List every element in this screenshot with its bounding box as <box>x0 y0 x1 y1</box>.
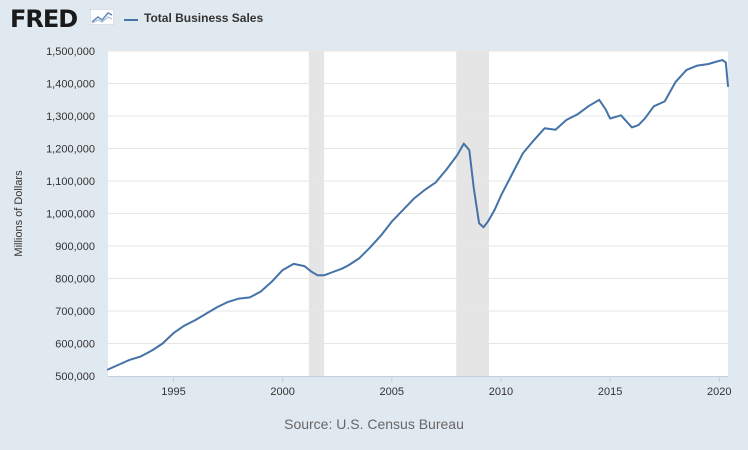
x-tick-label: 2005 <box>380 386 404 398</box>
y-tick-label: 900,000 <box>55 241 95 253</box>
series-line-0 <box>107 59 729 371</box>
y-axis-title: Millions of Dollars <box>13 170 25 257</box>
fred-graph-icon <box>90 9 114 25</box>
y-tick-label: 800,000 <box>55 274 95 286</box>
y-tick-label: 1,300,000 <box>46 111 95 123</box>
y-tick-label: 500,000 <box>55 371 95 383</box>
fred-logo[interactable]: FRED <box>10 5 78 33</box>
source-note: Source: U.S. Census Bureau <box>284 416 464 432</box>
y-tick-label: 1,400,000 <box>46 79 95 91</box>
header: FRED Total Business Sales <box>0 0 748 40</box>
x-tick-label: 2000 <box>270 386 294 398</box>
y-tick-label: 1,000,000 <box>46 209 95 221</box>
y-tick-label: 600,000 <box>55 339 95 351</box>
x-tick-label: 2020 <box>707 386 731 398</box>
x-tick-label: 1995 <box>161 386 185 398</box>
x-tick-label: 2015 <box>598 386 622 398</box>
y-tick-label: 1,100,000 <box>46 176 95 188</box>
y-tick-label: 700,000 <box>55 306 95 318</box>
x-tick-label: 2010 <box>489 386 513 398</box>
y-tick-label: 1,500,000 <box>46 46 95 58</box>
legend-label[interactable]: Total Business Sales <box>144 11 264 25</box>
legend-swatch <box>124 19 138 21</box>
y-tick-label: 1,200,000 <box>46 144 95 156</box>
